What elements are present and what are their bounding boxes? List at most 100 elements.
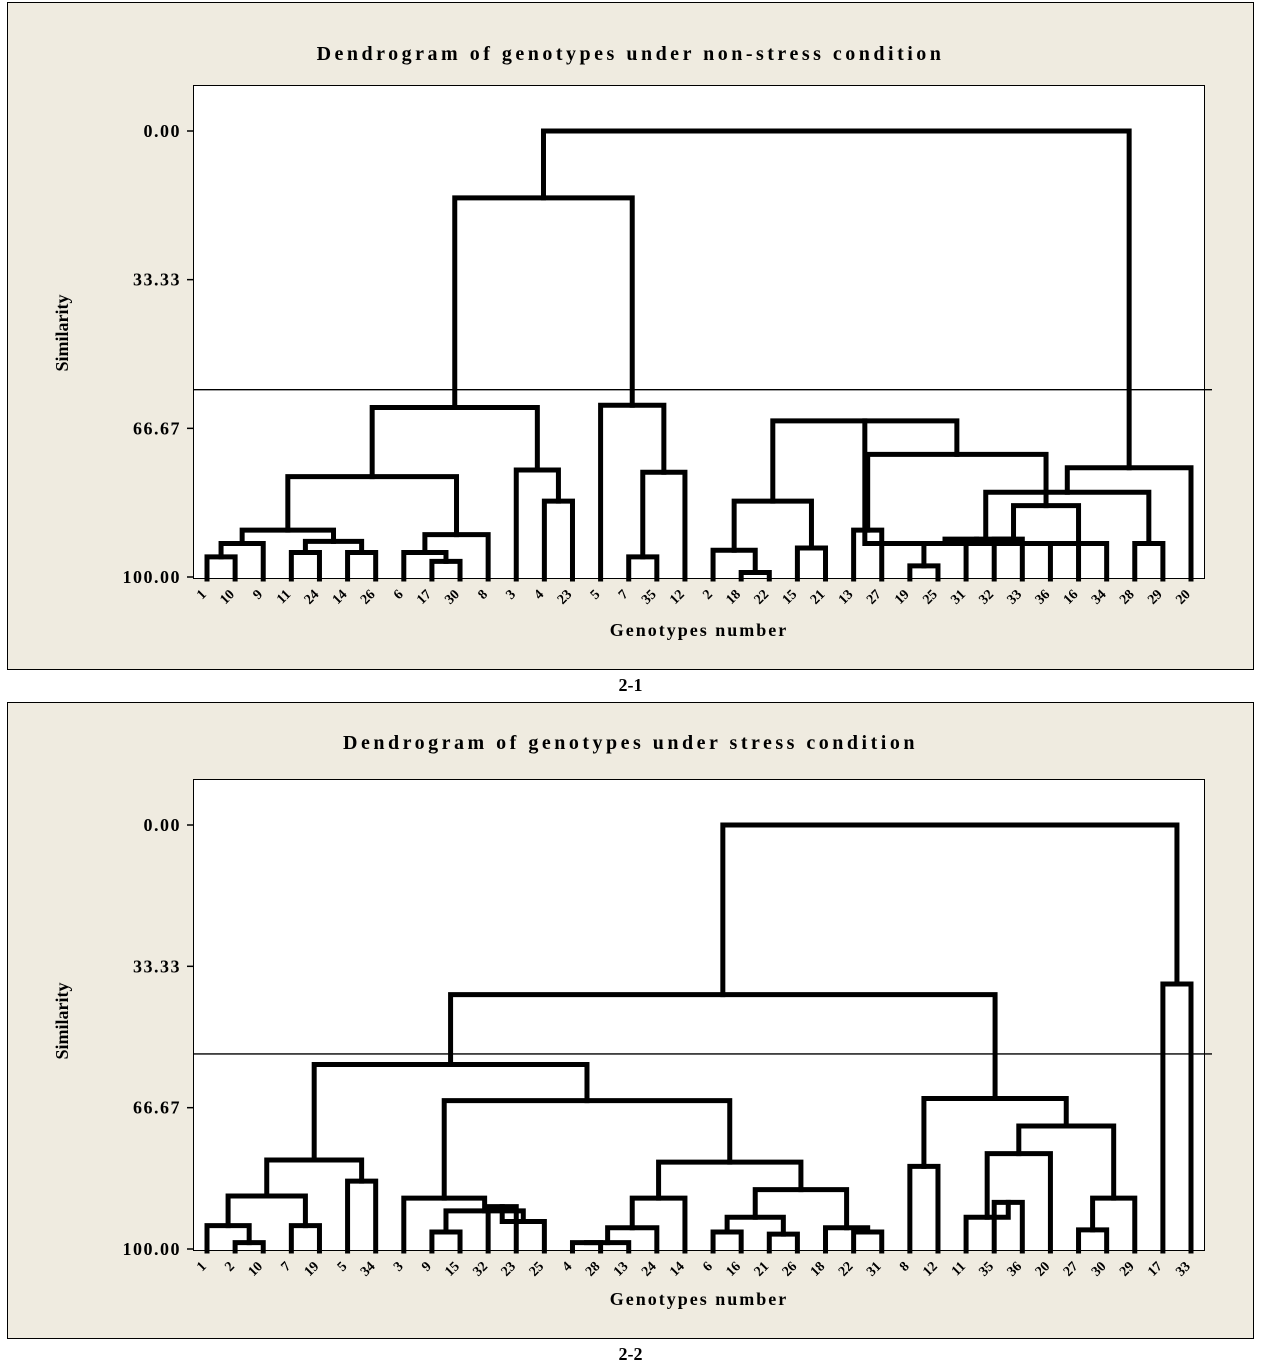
y-tick-label: 0.00 <box>144 121 182 141</box>
leaf-label: 36 <box>1005 1259 1026 1280</box>
y-axis-label: Similarity <box>52 983 72 1060</box>
dendrogram-panel-non-stress: Dendrogram of genotypes under non-stress… <box>7 2 1254 670</box>
leaf-label: 17 <box>1145 1259 1166 1280</box>
leaf-label: 2 <box>700 587 716 603</box>
leaf-label: 31 <box>948 587 969 608</box>
figure-caption-2: 2-2 <box>618 1344 643 1364</box>
leaf-label: 30 <box>1089 1259 1110 1280</box>
dendrogram-link <box>429 1229 463 1254</box>
leaf-label: 13 <box>836 587 857 608</box>
y-tick-label: 66.67 <box>133 418 181 438</box>
dendrogram-link <box>204 1223 252 1254</box>
dendrogram-link <box>448 992 998 1101</box>
leaf-label: 9 <box>419 1259 435 1275</box>
leaf-label: 33 <box>1173 1259 1194 1280</box>
leaf-label: 25 <box>527 1259 548 1280</box>
dendrogram-link <box>285 474 460 538</box>
dendrogram-links <box>204 128 1194 582</box>
leaf-label: 35 <box>977 1259 998 1280</box>
leaf-label: 6 <box>700 1259 716 1275</box>
leaf-label: 12 <box>920 1259 941 1280</box>
leaf-label: 16 <box>723 1259 744 1280</box>
dendrogram-link <box>907 1163 941 1254</box>
leaf-label: 4 <box>560 1259 576 1275</box>
dendrogram-link <box>1090 1195 1138 1254</box>
leaf-label: 21 <box>808 587 829 608</box>
dendrogram-link <box>731 498 814 553</box>
y-tick-label: 100.00 <box>123 567 182 587</box>
dendrogram-link <box>640 469 688 582</box>
leaf-label: 19 <box>302 1259 323 1280</box>
leaf-label: 18 <box>808 1259 829 1280</box>
dendrogram-svg: 0.00 33.33 66.67 100.00 Similarity Genotypes … <box>52 815 1212 1309</box>
dendrogram-link <box>794 545 829 582</box>
leaf-label: 33 <box>1005 587 1026 608</box>
figure-caption-1: 2-1 <box>618 675 643 695</box>
dendrogram-link <box>921 1095 1069 1169</box>
leaf-label: 4 <box>532 587 548 603</box>
leaf-label: 3 <box>391 1259 407 1275</box>
leaf-label: 15 <box>780 587 801 608</box>
leaf-label: 27 <box>1061 1259 1082 1280</box>
dendrogram-link <box>225 1193 308 1229</box>
dendrogram-link <box>345 1178 379 1254</box>
y-tick-label: 33.33 <box>133 956 181 976</box>
leaf-label: 20 <box>1173 587 1194 608</box>
dendrogram-link <box>720 822 1180 998</box>
leaf-label: 24 <box>302 587 323 608</box>
leaf-label: 22 <box>836 1259 857 1280</box>
y-tick-label: 33.33 <box>133 270 181 290</box>
dendrogram-link <box>1160 981 1194 1254</box>
dendrogram-link <box>288 1223 322 1254</box>
dendrogram-link <box>851 1229 885 1254</box>
leaf-label: 32 <box>470 1259 491 1280</box>
leaf-label: 28 <box>583 1259 604 1280</box>
dendrogram-link <box>204 554 238 582</box>
dendrogram-link <box>401 549 449 582</box>
leaf-label: 22 <box>752 587 773 608</box>
leaf-label: 15 <box>442 1259 463 1280</box>
dendrogram-link <box>541 498 575 582</box>
dendrogram-link <box>218 541 266 582</box>
leaf-label: 14 <box>330 587 351 608</box>
leaf-label: 7 <box>616 587 632 603</box>
dendrogram-panel-stress: Dendrogram of genotypes under stress con… <box>7 702 1254 1339</box>
leaf-label: 21 <box>752 1259 773 1280</box>
leaf-label: 5 <box>588 587 604 603</box>
dendrogram-link <box>311 1062 590 1163</box>
leaf-label: 26 <box>780 1259 801 1280</box>
dendrogram-link <box>584 1240 632 1254</box>
dendrogram-link <box>626 554 660 582</box>
dendrogram-link <box>851 527 885 582</box>
leaf-label: 8 <box>475 587 491 603</box>
dendrogram-link <box>429 558 463 582</box>
y-tick-label: 0.00 <box>144 815 182 835</box>
leaf-label: 10 <box>217 587 238 608</box>
dendrogram-link <box>921 541 969 582</box>
leaf-label: 34 <box>358 1259 379 1280</box>
leaf-label: 29 <box>1117 1259 1138 1280</box>
y-tick-label: 100.00 <box>123 1239 182 1259</box>
leaf-label: 25 <box>920 587 941 608</box>
dendrogram-link <box>766 1231 800 1254</box>
dendrogram-link <box>605 1225 660 1254</box>
chart-title: Dendrogram of genotypes under non-stress… <box>316 43 945 65</box>
leaf-label: 6 <box>391 587 407 603</box>
leaf-label: 27 <box>864 587 885 608</box>
dendrogram-link <box>598 402 667 582</box>
leaf-label: 36 <box>1033 587 1054 608</box>
leaf-label: 24 <box>639 1259 660 1280</box>
leaf-label: 1 <box>194 1259 210 1275</box>
dendrogram-link <box>1016 1123 1117 1201</box>
x-axis-label: Genotypes number <box>610 1289 789 1309</box>
leaf-label: 16 <box>1061 587 1082 608</box>
dendrogram-link <box>1132 541 1166 582</box>
leaf-label: 10 <box>246 1259 267 1280</box>
leaf-label: 32 <box>977 587 998 608</box>
leaf-label: 19 <box>892 587 913 608</box>
leaf-label: 29 <box>1145 587 1166 608</box>
leaf-label: 23 <box>499 1259 520 1280</box>
leaf-label: 12 <box>667 587 688 608</box>
leaf-label: 18 <box>723 587 744 608</box>
leaf-label: 11 <box>949 1259 969 1279</box>
